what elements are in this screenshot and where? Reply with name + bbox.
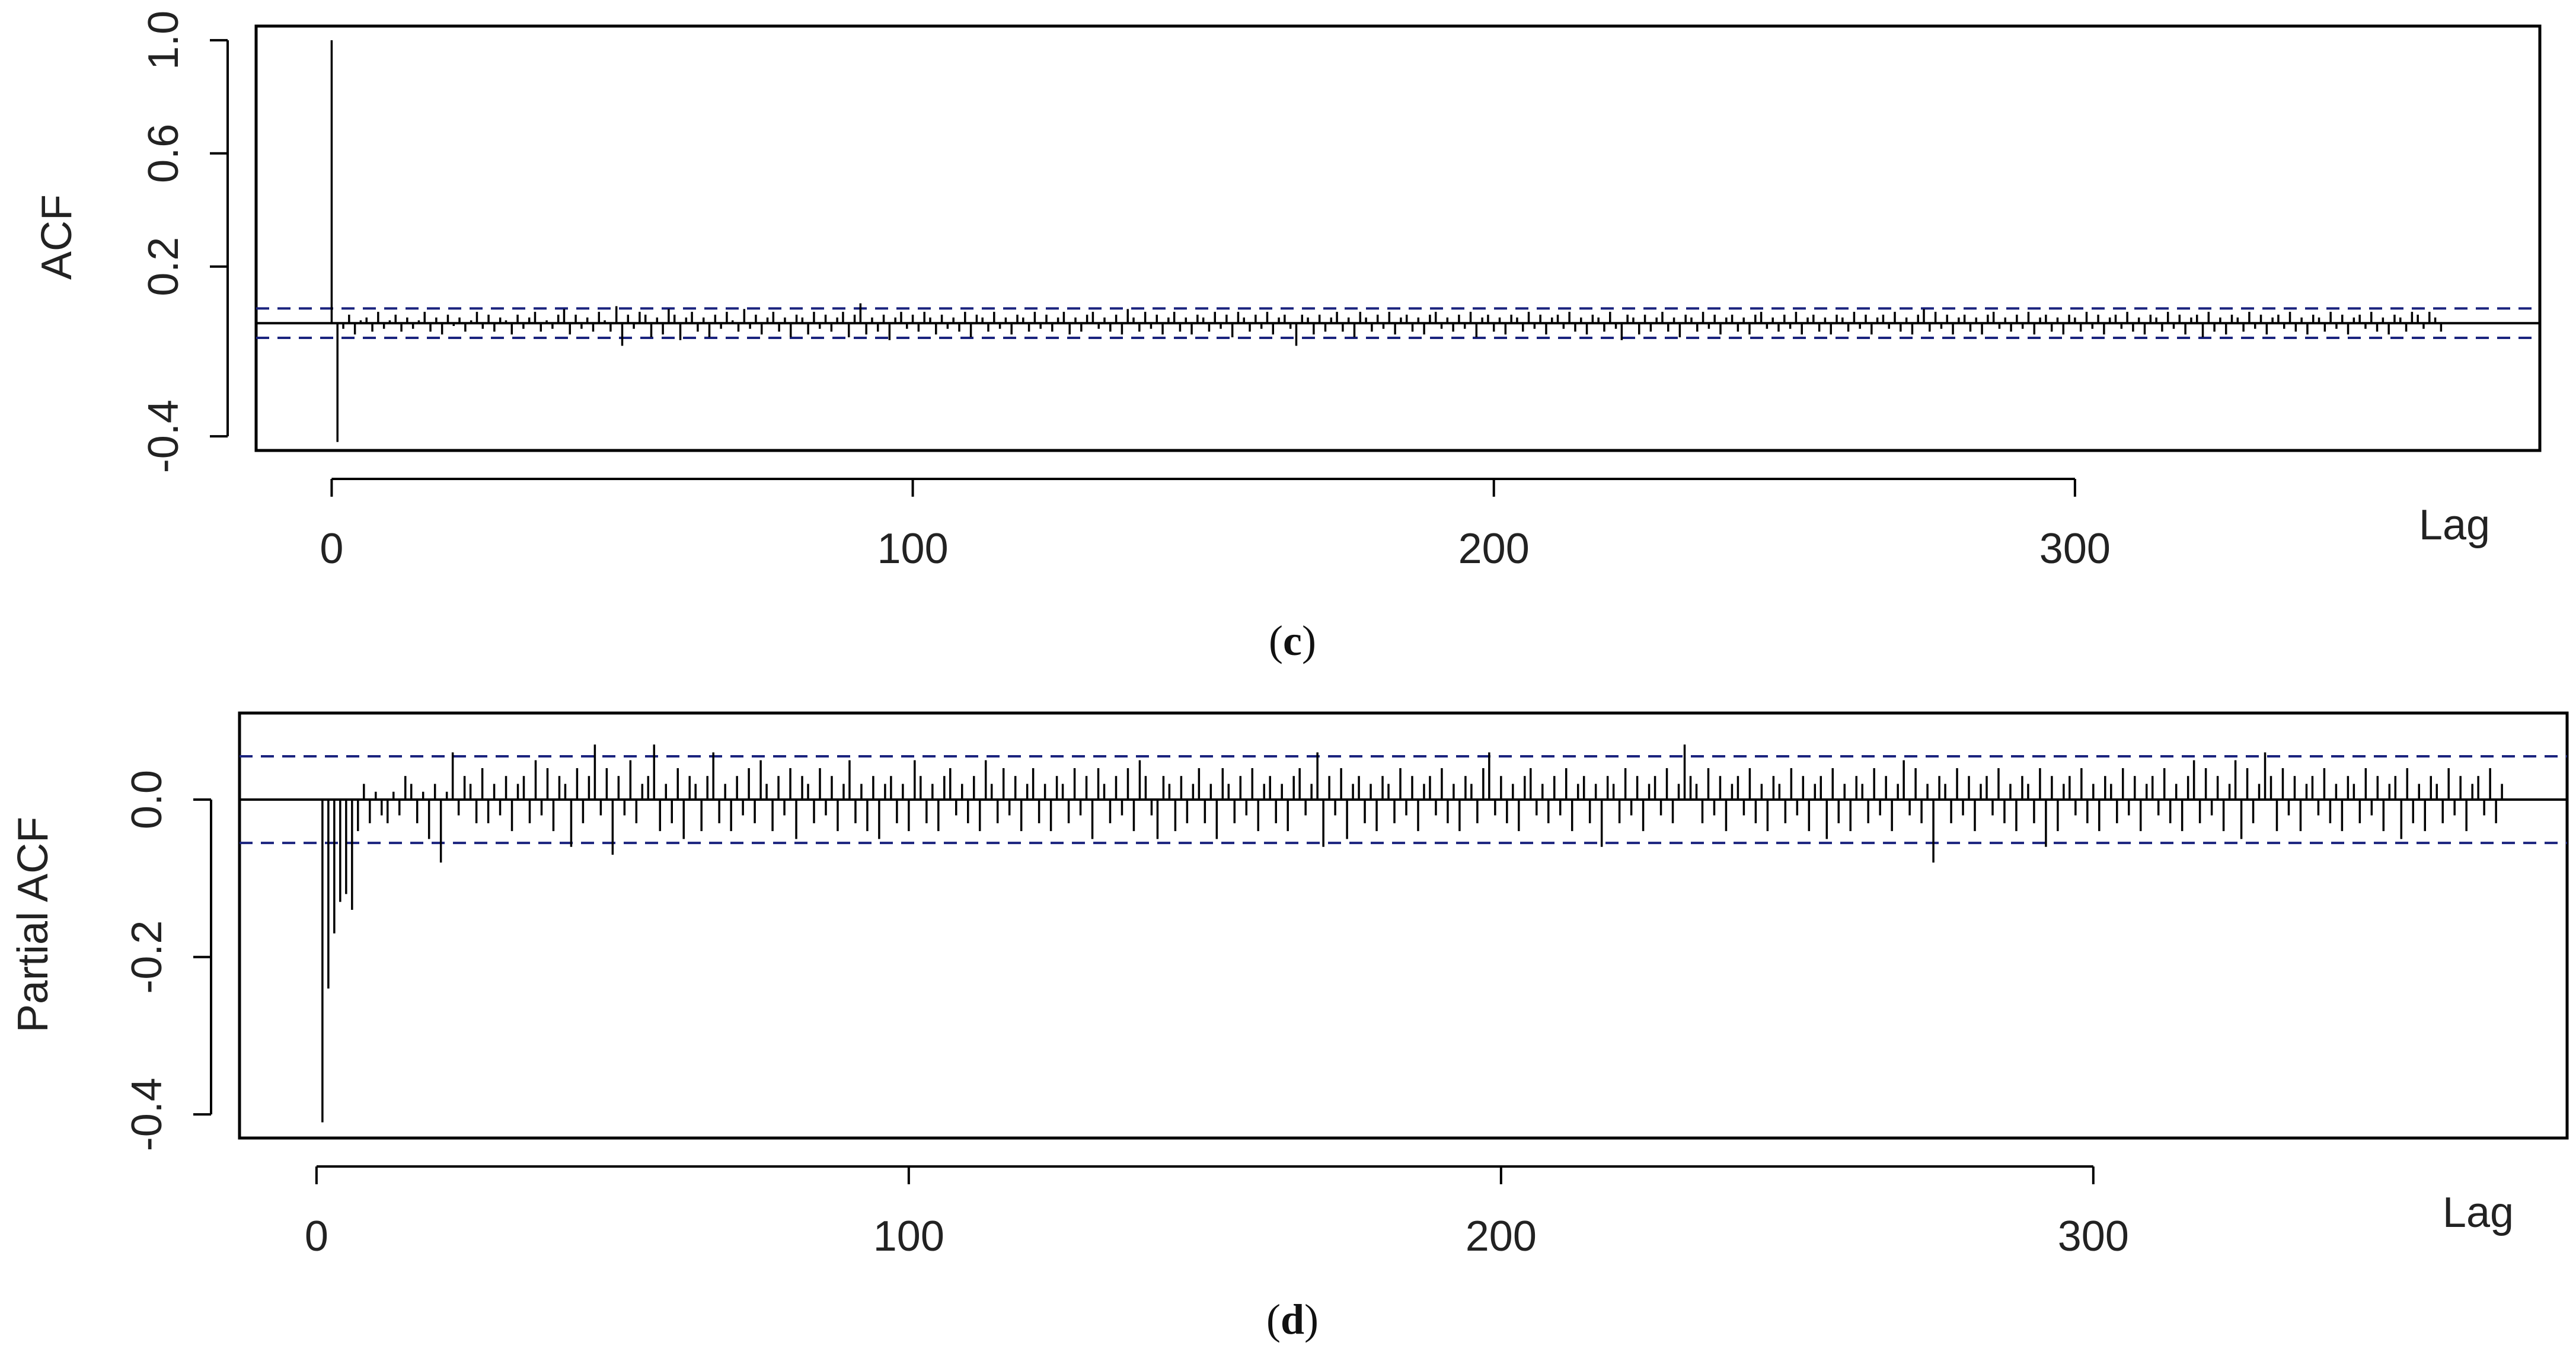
acf-confidence-bounds bbox=[256, 307, 2540, 340]
pacf-panel-label: (d) bbox=[1266, 1296, 1319, 1343]
pacf-plot-frame bbox=[238, 711, 2569, 1140]
x-tick-label: 0 bbox=[305, 1213, 328, 1260]
acf-x-axis: 0 100 200 300 bbox=[320, 478, 2111, 573]
y-tick-label: 0.6 bbox=[140, 124, 187, 183]
x-tick-label: 0 bbox=[320, 525, 343, 573]
pacf-panel: 0 100 200 300 -0.4 -0.2 0.0 Partial ACF Lag (… bbox=[9, 711, 2569, 1343]
y-tick-label: 1.0 bbox=[140, 11, 187, 70]
acf-panel-letter: c bbox=[1283, 617, 1302, 664]
acf-y-axis: -0.4 0.2 0.6 1.0 bbox=[140, 11, 229, 473]
x-tick-label: 200 bbox=[1466, 1213, 1537, 1260]
acf-spikes bbox=[330, 40, 2443, 442]
y-tick-label: -0.4 bbox=[140, 399, 187, 473]
y-tick-label: 0.0 bbox=[123, 770, 171, 829]
acf-panel: 0 100 200 300 -0.4 0.2 0.6 1.0 ACF Lag (c) bbox=[33, 11, 2542, 664]
y-tick-label: -0.4 bbox=[123, 1078, 171, 1151]
x-tick-label: 100 bbox=[877, 525, 949, 573]
acf-y-axis-label: ACF bbox=[33, 194, 81, 280]
acf-x-axis-label: Lag bbox=[2419, 501, 2490, 549]
y-tick-label: 0.2 bbox=[140, 237, 187, 296]
pacf-spikes bbox=[321, 744, 2503, 1123]
pacf-x-axis-label: Lag bbox=[2443, 1189, 2514, 1236]
pacf-x-axis: 0 100 200 300 bbox=[305, 1165, 2129, 1260]
acf-plot-frame bbox=[254, 24, 2542, 452]
x-tick-label: 300 bbox=[2058, 1213, 2129, 1260]
x-tick-label: 300 bbox=[2039, 525, 2111, 573]
acf-panel-label: (c) bbox=[1269, 617, 1316, 664]
x-tick-label: 100 bbox=[873, 1213, 944, 1260]
pacf-confidence-bounds bbox=[240, 755, 2567, 845]
pacf-panel-letter: d bbox=[1281, 1296, 1304, 1343]
x-tick-label: 200 bbox=[1458, 525, 1530, 573]
pacf-y-axis: -0.4 -0.2 0.0 bbox=[123, 770, 212, 1151]
y-tick-label: -0.2 bbox=[123, 920, 171, 994]
pacf-y-axis-label: Partial ACF bbox=[9, 817, 57, 1033]
